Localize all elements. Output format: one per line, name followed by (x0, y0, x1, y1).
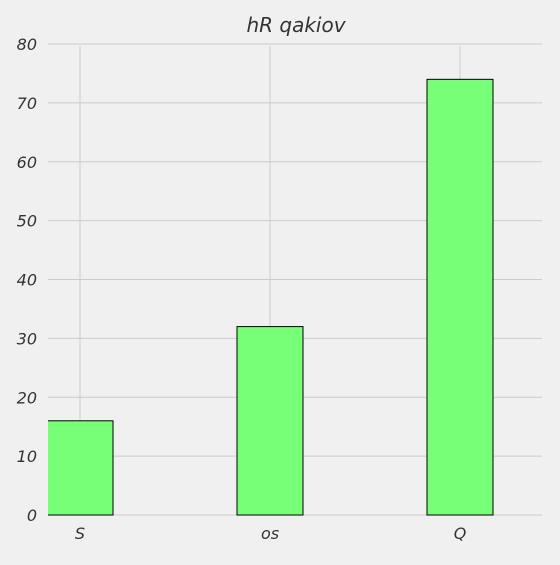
y-tick-label: 50 (17, 212, 37, 231)
x-tick-label: os (261, 524, 279, 543)
bar-S (47, 421, 113, 515)
y-tick-label: 20 (17, 388, 37, 407)
y-tick-label: 60 (17, 153, 37, 172)
y-tick-label: 30 (17, 329, 37, 348)
chart-title: hR qakiov (246, 13, 346, 37)
x-tick-label: S (75, 524, 85, 543)
y-tick-label: 0 (27, 506, 37, 525)
bar-Q (427, 79, 493, 515)
bar-os (237, 327, 303, 515)
y-tick-label: 80 (17, 35, 37, 54)
x-tick-label: Q (454, 524, 467, 543)
y-tick-label: 40 (17, 271, 37, 290)
y-tick-label: 10 (17, 447, 37, 466)
y-tick-label: 70 (17, 94, 37, 113)
